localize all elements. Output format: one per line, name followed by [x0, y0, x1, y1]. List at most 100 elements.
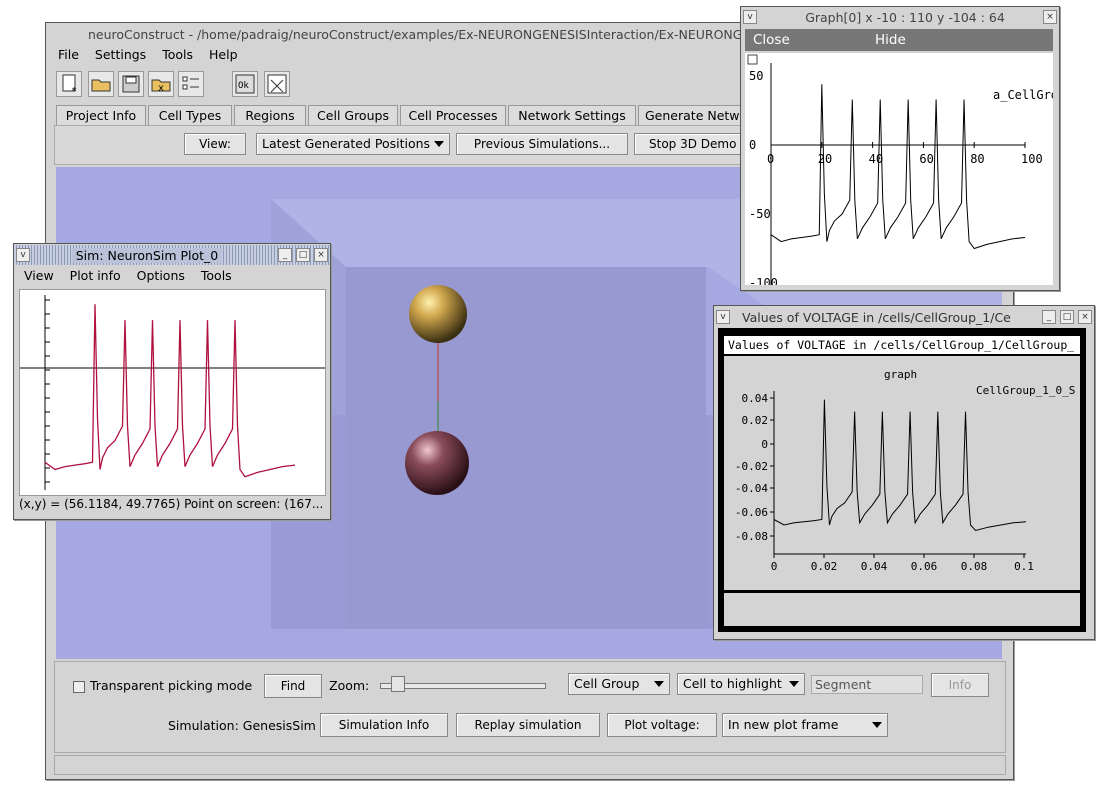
chevron-down-icon [789, 681, 799, 687]
simulation-info-button[interactable]: Simulation Info [320, 713, 448, 737]
cell-sphere-maroon[interactable] [405, 431, 469, 495]
region-box-back [346, 267, 706, 629]
tab-regions[interactable]: Regions [234, 105, 306, 125]
graph-x-tick-label: 0 [767, 152, 774, 166]
values-y-tick-label: -0.04 [735, 482, 768, 495]
stop-3d-demo-button[interactable]: Stop 3D Demo [634, 133, 744, 155]
svg-text:x: x [158, 83, 164, 94]
tab-cell-processes[interactable]: Cell Processes [400, 105, 506, 125]
sim-plot-chart [20, 295, 325, 490]
values-inner-title: Values of VOLTAGE in /cells/CellGroup_1/… [728, 338, 1075, 352]
sim-series-line [44, 304, 296, 478]
cell-highlight-select[interactable]: Cell to highlight [677, 673, 805, 695]
view-label-button[interactable]: View: [184, 133, 246, 155]
info-button[interactable]: Info [931, 673, 989, 697]
tab-project-info[interactable]: Project Info [56, 105, 146, 125]
graph-hide-button[interactable]: Hide [875, 32, 906, 48]
close-icon[interactable]: × [314, 248, 328, 262]
menu-file[interactable]: File [58, 47, 79, 62]
replay-simulation-button[interactable]: Replay simulation [456, 713, 600, 737]
plot-frame-value: In new plot frame [728, 717, 839, 732]
graph-close-button[interactable]: Close [753, 32, 790, 48]
sim-titlebar[interactable]: v Sim: NeuronSim Plot_0 _ □ × [14, 245, 330, 265]
exit-icon[interactable] [264, 71, 290, 97]
minimize-icon[interactable]: _ [278, 248, 292, 262]
cell-sphere-gold[interactable] [409, 285, 467, 343]
previous-simulations-button[interactable]: Previous Simulations... [456, 133, 628, 155]
graph-x-tick-label: 100 [1021, 152, 1043, 166]
graph-titlebar[interactable]: v Graph[0] x -10 : 110 y -104 : 64 × [741, 8, 1059, 26]
menu-tools[interactable]: Tools [162, 47, 193, 62]
menu-tools[interactable]: Tools [200, 268, 232, 283]
window-menu-icon[interactable]: v [16, 248, 30, 262]
plot-voltage-button[interactable]: Plot voltage: [607, 713, 717, 737]
menu-options[interactable]: Options [136, 268, 185, 283]
segment-placeholder: Segment [815, 677, 872, 692]
sim-plot-window: v Sim: NeuronSim Plot_0 _ □ × View Plot … [13, 243, 331, 520]
values-titlebar[interactable]: v Values of VOLTAGE in /cells/CellGroup_… [714, 307, 1094, 327]
graph-x-tick-label: 20 [818, 152, 832, 166]
values-y-tick-label: 0 [761, 438, 768, 451]
main-toolbar: * x Ok [52, 68, 752, 102]
plot-frame-select[interactable]: In new plot frame [722, 713, 888, 737]
maximize-icon[interactable]: □ [296, 248, 310, 262]
segment-field[interactable]: Segment [811, 675, 923, 694]
chevron-down-icon [654, 681, 664, 687]
cell-highlight-value: Cell to highlight [683, 676, 782, 691]
menu-plot-info[interactable]: Plot info [69, 268, 121, 283]
open-folder-icon[interactable] [88, 71, 114, 97]
tab-network-settings[interactable]: Network Settings [508, 105, 636, 125]
menu-view[interactable]: View [24, 268, 54, 283]
chevron-down-icon [872, 722, 882, 728]
new-project-icon[interactable]: * [56, 71, 82, 97]
menu-settings[interactable]: Settings [94, 47, 147, 62]
maximize-icon[interactable]: □ [1060, 310, 1074, 324]
sim-title: Sim: NeuronSim Plot_0 [72, 247, 222, 263]
graph-y-tick-label: -100 [749, 276, 778, 285]
sim-plot-area[interactable] [19, 289, 326, 496]
tab-cell-types[interactable]: Cell Types [148, 105, 232, 125]
run-icon[interactable]: Ok [232, 71, 258, 97]
cell-group-select[interactable]: Cell Group [568, 673, 670, 695]
view-select[interactable]: Latest Generated Positions [256, 133, 450, 155]
svg-text:Ok: Ok [238, 81, 249, 91]
zoom-slider-thumb[interactable] [391, 676, 405, 692]
view-select-value: Latest Generated Positions [262, 136, 431, 151]
main-title: neuroConstruct - /home/padraig/neuroCons… [88, 26, 922, 42]
graph-plot-area[interactable]: 50 0 -50 -100 0 20 40 60 80 100 a_CellGro [745, 53, 1058, 290]
options-icon[interactable] [178, 71, 204, 97]
values-plot-area[interactable]: graph CellGroup_1_0_S 0.04 0.02 0 -0.02 -0.04 -… [724, 356, 1080, 590]
graph-window: v Graph[0] x -10 : 110 y -104 : 64 × Clo… [740, 6, 1060, 291]
voltage-values-window: v Values of VOLTAGE in /cells/CellGroup_… [713, 305, 1095, 640]
values-graph-label: graph [884, 368, 917, 381]
values-legend: CellGroup_1_0_S [976, 384, 1075, 397]
find-button[interactable]: Find [264, 674, 322, 698]
values-x-tick-label: 0.06 [911, 560, 938, 573]
save-icon[interactable] [118, 71, 144, 97]
values-y-tick-label: 0.02 [742, 414, 769, 427]
tab-generate-network[interactable]: Generate Netw [638, 105, 756, 125]
close-icon[interactable]: × [1043, 10, 1057, 24]
graph-legend: a_CellGro [993, 88, 1053, 102]
menu-help[interactable]: Help [209, 47, 238, 62]
close-icon[interactable]: × [1078, 310, 1092, 324]
values-lower-panel [724, 593, 1080, 626]
close-project-icon[interactable]: x [148, 71, 174, 97]
window-menu-icon[interactable]: v [743, 10, 757, 24]
values-y-tick-label: -0.02 [735, 460, 768, 473]
transparent-label: Transparent picking mode [90, 678, 253, 693]
window-menu-icon[interactable]: v [716, 310, 730, 324]
transparent-checkbox[interactable] [73, 681, 85, 693]
values-y-tick-label: -0.08 [735, 530, 768, 543]
sim-menubar: View Plot info Options Tools [16, 267, 330, 285]
main-titlebar[interactable]: neuroConstruct - /home/padraig/neuroCons… [46, 25, 1013, 43]
zoom-slider-track[interactable] [380, 683, 546, 689]
tab-cell-groups[interactable]: Cell Groups [308, 105, 398, 125]
graph-series-line [770, 84, 1026, 250]
main-tabs: Project Info Cell Types Regions Cell Gro… [56, 105, 756, 125]
minimize-icon[interactable]: _ [1042, 310, 1056, 324]
values-x-tick-label: 0.08 [961, 560, 988, 573]
values-chart: graph CellGroup_1_0_S 0.04 0.02 0 -0.02 -0.04 -… [735, 368, 1075, 573]
values-x-tick-label: 0.1 [1014, 560, 1034, 573]
graph-y-tick-label: 50 [749, 69, 763, 83]
